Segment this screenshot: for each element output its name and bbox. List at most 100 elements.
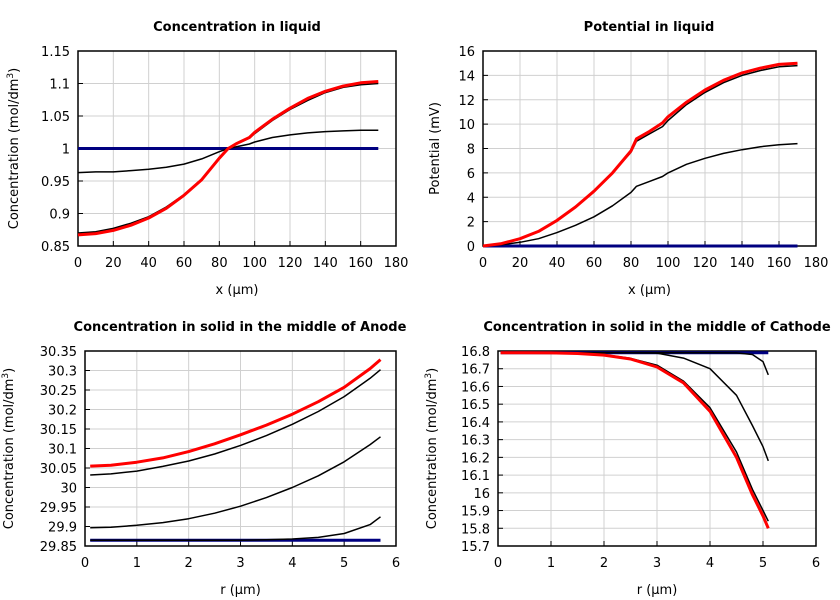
y-tick-label: 30.3 [48, 365, 77, 380]
y-tick-label: 10 [458, 118, 475, 133]
chart-panel-1: 0 20 40 60 80 100 120 140 160 180 0.85 0.9 0.95 1 1.05… [6, 20, 408, 298]
series-line-2 [482, 142, 798, 247]
y-tick-label: 30.1 [48, 443, 77, 458]
x-tick-label: 80 [211, 256, 228, 271]
y-tick-label: 16 [458, 45, 475, 60]
series-line-5 [90, 358, 382, 468]
x-tick-label: 160 [767, 256, 792, 271]
series-line-4 [500, 352, 769, 522]
y-tick-label: 8 [467, 143, 475, 158]
series-line-4 [77, 80, 379, 237]
x-tick-label: 3 [236, 556, 244, 571]
y-tick-label: 15.8 [461, 522, 490, 537]
y-axis-label-end: ) [7, 68, 22, 73]
y-tick-label: 16.5 [461, 398, 490, 413]
y-axis-label-text: Concentration (mol/dm [7, 79, 22, 230]
series-line-4 [90, 369, 381, 476]
x-tick-label: 160 [348, 256, 373, 271]
x-tick-label: 180 [804, 256, 829, 271]
y-tick-label: 1.15 [41, 45, 70, 60]
y-axis-label-text: Concentration (mol/dm [2, 379, 17, 530]
y-tick-label: 16.6 [461, 380, 490, 395]
series-line-3 [77, 82, 379, 234]
series-line-2 [500, 352, 769, 376]
x-tick-label: 80 [623, 256, 640, 271]
y-axis-label-sup: 3 [6, 73, 16, 79]
y-tick-label: 29.9 [48, 521, 77, 536]
y-axis-label: Concentration (mol/dm3) [424, 368, 440, 530]
y-axis-label: Concentration (mol/dm3) [6, 68, 22, 230]
y-tick-label: 30.25 [40, 384, 77, 399]
y-axis-label-sup: 3 [424, 373, 434, 379]
y-tick-label: 1.05 [41, 110, 70, 125]
y-axis-label: Concentration (mol/dm3) [1, 368, 17, 530]
chart-panel-4: 0 1 2 3 4 5 6 15.7 15.8 15.9 16 16.1 16.2 16.3 16.4 16.… [424, 320, 831, 598]
x-tick-label: 6 [392, 556, 400, 571]
x-tick-label: 1 [133, 556, 141, 571]
y-axis-label-end: ) [2, 368, 17, 373]
x-tick-label: 40 [549, 256, 566, 271]
chart-title: Concentration in solid in the middle of … [74, 320, 407, 335]
y-tick-label: 6 [467, 167, 475, 182]
x-tick-label: 120 [693, 256, 718, 271]
x-tick-label: 40 [140, 256, 157, 271]
y-tick-label: 1 [62, 143, 70, 158]
y-tick-label: 14 [458, 69, 475, 84]
y-axis-label-text: Potential (mV) [428, 102, 443, 195]
y-axis-label: Potential (mV) [428, 102, 443, 195]
chart-panel-3: 0 1 2 3 4 5 6 29.85 29.9 29.95 30 30.05 30.1 30.15 30.… [1, 320, 407, 598]
x-tick-label: 120 [278, 256, 303, 271]
series-line-2 [90, 516, 381, 541]
y-tick-label: 16.3 [461, 434, 490, 449]
y-tick-label: 15.9 [461, 505, 490, 520]
plot-frame [497, 350, 817, 547]
y-tick-label: 16.8 [461, 345, 490, 360]
x-tick-label: 6 [812, 556, 820, 571]
x-tick-label: 3 [653, 556, 661, 571]
y-axis-label-sup: 3 [1, 373, 11, 379]
x-tick-label: 4 [706, 556, 714, 571]
x-tick-label: 5 [759, 556, 767, 571]
x-axis-label: x (µm) [628, 283, 671, 298]
y-axis-label-text: Concentration (mol/dm [425, 379, 440, 530]
y-tick-label: 16 [473, 487, 490, 502]
chart-title: Potential in liquid [584, 20, 715, 35]
y-tick-label: 29.85 [40, 540, 77, 555]
x-tick-label: 20 [512, 256, 529, 271]
x-tick-label: 0 [479, 256, 487, 271]
chart-title: Concentration in solid in the middle of … [483, 320, 831, 335]
series-line-5 [500, 351, 770, 529]
y-tick-label: 30 [60, 482, 77, 497]
y-tick-label: 30.35 [40, 345, 77, 360]
y-tick-label: 0.95 [41, 175, 70, 190]
series-line-4 [482, 61, 798, 248]
y-tick-label: 1.1 [49, 78, 70, 93]
chart-panel-2: 0 20 40 60 80 100 120 140 160 180 0 2 4 6 8 10 12 14 16 Pot… [428, 20, 828, 298]
x-axis-label: x (µm) [216, 283, 259, 298]
y-tick-label: 0.9 [49, 208, 70, 223]
y-tick-label: 16.2 [461, 451, 490, 466]
x-tick-label: 0 [494, 556, 502, 571]
x-tick-label: 60 [586, 256, 603, 271]
series-line-3 [90, 436, 381, 529]
y-tick-label: 30.2 [48, 404, 77, 419]
y-tick-label: 30.05 [40, 462, 77, 477]
x-tick-label: 2 [600, 556, 608, 571]
y-tick-label: 0.85 [41, 240, 70, 255]
y-tick-label: 15.7 [461, 540, 490, 555]
x-tick-label: 0 [74, 256, 82, 271]
x-tick-label: 5 [340, 556, 348, 571]
y-tick-label: 16.1 [461, 469, 490, 484]
x-tick-label: 0 [81, 556, 89, 571]
x-tick-label: 4 [288, 556, 296, 571]
y-tick-label: 16.4 [461, 416, 490, 431]
x-axis-label: r (µm) [637, 583, 678, 598]
x-tick-label: 180 [384, 256, 409, 271]
x-axis-label: r (µm) [220, 583, 261, 598]
y-tick-label: 16.7 [461, 363, 490, 378]
y-tick-label: 12 [458, 94, 475, 109]
y-tick-label: 30.15 [40, 423, 77, 438]
y-tick-label: 2 [467, 216, 475, 231]
chart-title: Concentration in liquid [153, 20, 321, 35]
